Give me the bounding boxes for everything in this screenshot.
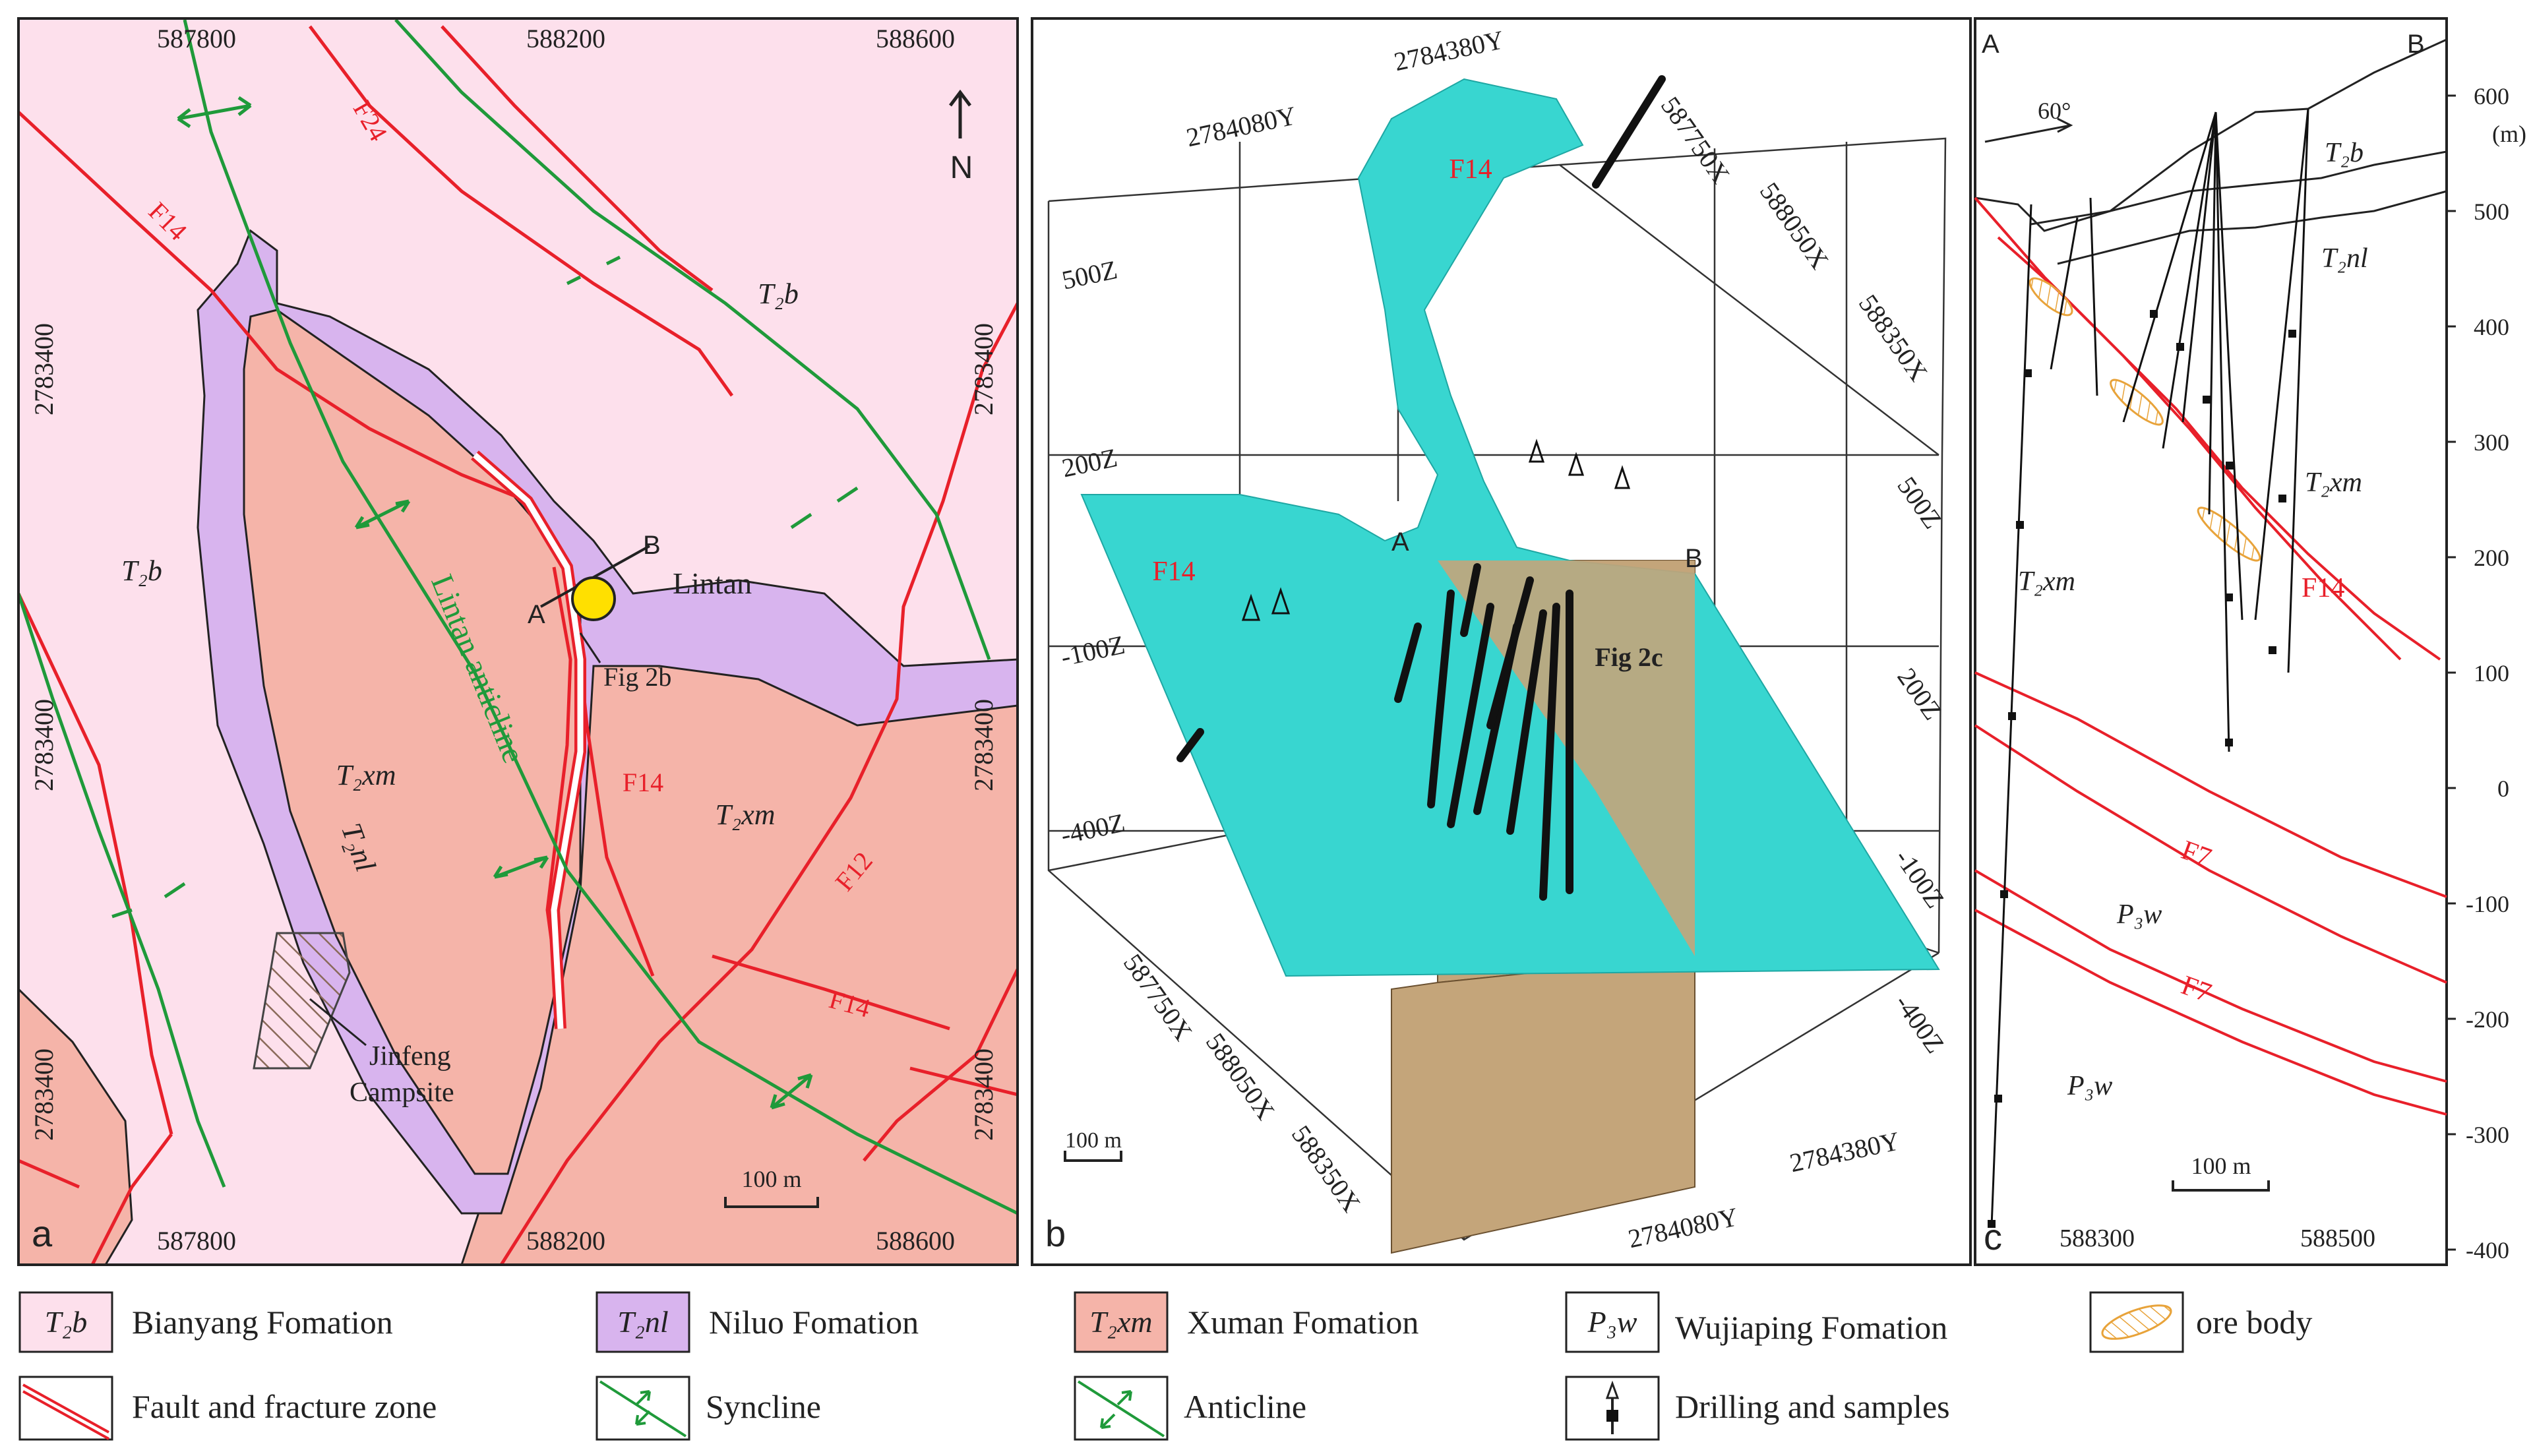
a-section-a: A xyxy=(528,600,545,629)
b-section-a: A xyxy=(1391,528,1409,557)
a-unit-t2b-west: T₂b xyxy=(121,555,162,587)
c-fault-f14: F14 xyxy=(2302,573,2344,603)
b-fault-top: F14 xyxy=(1449,154,1492,185)
panel-a-map: 587800 588200 588600 587800 588200 58860… xyxy=(17,17,1019,1266)
anticline-icon xyxy=(1077,1380,1165,1438)
a-lintan-label: Lintan xyxy=(673,566,752,600)
a-bottom-x-0: 587800 xyxy=(157,1226,236,1256)
c-unit-label: (m) xyxy=(2492,121,2526,147)
c-dip-label: 60° xyxy=(2038,98,2071,124)
c-corner-b: B xyxy=(2407,30,2425,59)
legend-swatch-niluo xyxy=(595,1291,690,1353)
legend-label-0: Bianyang Fomation xyxy=(132,1304,393,1341)
a-campsite-line1: Jinfeng xyxy=(369,1041,451,1072)
a-left-y-2: 2783400 xyxy=(29,1048,59,1141)
c-unit-p3w-b: P₃w xyxy=(2067,1071,2112,1101)
c-x-tick-0: 588300 xyxy=(2060,1225,2135,1252)
c-scale-label: 100 m xyxy=(2191,1153,2251,1179)
a-right-y-1: 2783400 xyxy=(969,699,998,791)
legend-symbol-3: P₃w xyxy=(1587,1305,1637,1339)
scale-bar-b xyxy=(1064,1151,1122,1162)
north-arrow-icon xyxy=(949,89,971,138)
legend-label-8: Drilling and samples xyxy=(1675,1388,1950,1425)
ore-body-icon xyxy=(2101,1304,2172,1340)
legend: T₂b Bianyang Fomation T₂nl Niluo Fomatio… xyxy=(18,1291,2312,1441)
c-x-tick-1: 588500 xyxy=(2300,1225,2375,1252)
b-scale-label: 100 m xyxy=(1065,1128,1122,1153)
legend-label-2: Xuman Fomation xyxy=(1187,1304,1419,1341)
a-fig2b-label: Fig 2b xyxy=(603,662,671,692)
legend-label-5: Fault and fracture zone xyxy=(132,1388,437,1425)
c-elev-7: -100 xyxy=(2466,891,2509,917)
fault-icon xyxy=(22,1383,109,1440)
b-fault-left: F14 xyxy=(1152,557,1195,587)
a-scale-label: 100 m xyxy=(741,1166,801,1192)
c-elev-4: 200 xyxy=(2474,545,2509,571)
a-left-y-1: 2783400 xyxy=(29,699,59,791)
c-unit-t2xm-right: T₂xm xyxy=(2305,468,2362,498)
c-elev-9: -300 xyxy=(2466,1122,2509,1148)
a-top-x-1: 588200 xyxy=(526,24,605,53)
campsite-area xyxy=(253,932,351,1070)
c-corner-a: A xyxy=(1982,30,1999,59)
a-right-y-0: 2783400 xyxy=(969,323,998,415)
legend-swatch-bianyang xyxy=(18,1291,113,1353)
scale-bar-c xyxy=(2172,1180,2270,1192)
a-top-x-0: 587800 xyxy=(157,24,236,53)
legend-symbol-2: T₂xm xyxy=(1089,1305,1152,1339)
c-unit-t2b: T₂b xyxy=(2325,138,2364,168)
c-elev-10: -400 xyxy=(2466,1237,2509,1263)
a-top-x-2: 588600 xyxy=(876,24,955,53)
lintan-deposit-marker xyxy=(571,576,616,621)
c-elev-0: 600 xyxy=(2474,83,2509,109)
legend-symbol-1: T₂nl xyxy=(617,1305,668,1339)
scale-bar-a xyxy=(724,1197,819,1208)
drilling-icon xyxy=(1605,1380,1620,1434)
b-section-b: B xyxy=(1685,544,1703,573)
ore-bodies xyxy=(2029,277,2261,562)
legend-swatch-wujiaping xyxy=(1565,1291,1660,1353)
legend-label-3: Wujiaping Fomation xyxy=(1675,1309,1947,1346)
a-bottom-x-1: 588200 xyxy=(526,1226,605,1256)
a-unit-t2xm-west: T₂xm xyxy=(336,759,396,791)
c-unit-t2xm-left: T₂xm xyxy=(2018,566,2075,597)
b-fig2c-label: Fig 2c xyxy=(1595,642,1663,672)
b-panel-letter: b xyxy=(1045,1213,1066,1254)
legend-swatch-ore xyxy=(2089,1291,2184,1353)
a-left-y-0: 2783400 xyxy=(29,323,59,415)
c-elev-2: 400 xyxy=(2474,314,2509,340)
c-elev-5: 100 xyxy=(2474,660,2509,686)
c-panel-letter: c xyxy=(1984,1216,2002,1258)
a-right-y-2: 2783400 xyxy=(969,1048,998,1141)
panel-c-section: A B 60° (m) 600 500 400 300 200 100 0 -1… xyxy=(1974,17,2526,1266)
c-elev-8: -200 xyxy=(2466,1006,2509,1033)
a-unit-t2xm-east: T₂xm xyxy=(715,799,775,831)
legend-swatch-xuman xyxy=(1074,1291,1169,1353)
dip-arrow-icon xyxy=(1984,117,2073,143)
legend-label-6: Syncline xyxy=(706,1388,821,1425)
a-bottom-x-2: 588600 xyxy=(876,1226,955,1256)
legend-symbol-0: T₂b xyxy=(45,1305,88,1339)
c-unit-p3w-a: P₃w xyxy=(2116,899,2162,930)
c-elev-3: 300 xyxy=(2474,429,2509,456)
c-elev-1: 500 xyxy=(2474,198,2509,225)
a-section-b: B xyxy=(643,531,661,560)
c-unit-t2nl: T₂nl xyxy=(2321,243,2368,274)
legend-label-4: ore body xyxy=(2196,1304,2312,1341)
panel-b-3d-model: 2784080Y 2784380Y 587750X 588050X 588350… xyxy=(1031,17,1972,1266)
legend-label-7: Anticline xyxy=(1184,1388,1306,1425)
a-unit-t2b-east: T₂b xyxy=(758,278,799,310)
a-panel-letter: a xyxy=(32,1213,53,1254)
north-label: N xyxy=(950,150,973,185)
a-fault-f14-mid: F14 xyxy=(623,768,663,797)
legend-label-1: Niluo Fomation xyxy=(709,1304,919,1341)
a-campsite-line2: Campsite xyxy=(350,1077,454,1108)
faults xyxy=(18,25,1018,1265)
syncline-icon xyxy=(599,1380,687,1438)
c-elev-6: 0 xyxy=(2497,775,2509,802)
